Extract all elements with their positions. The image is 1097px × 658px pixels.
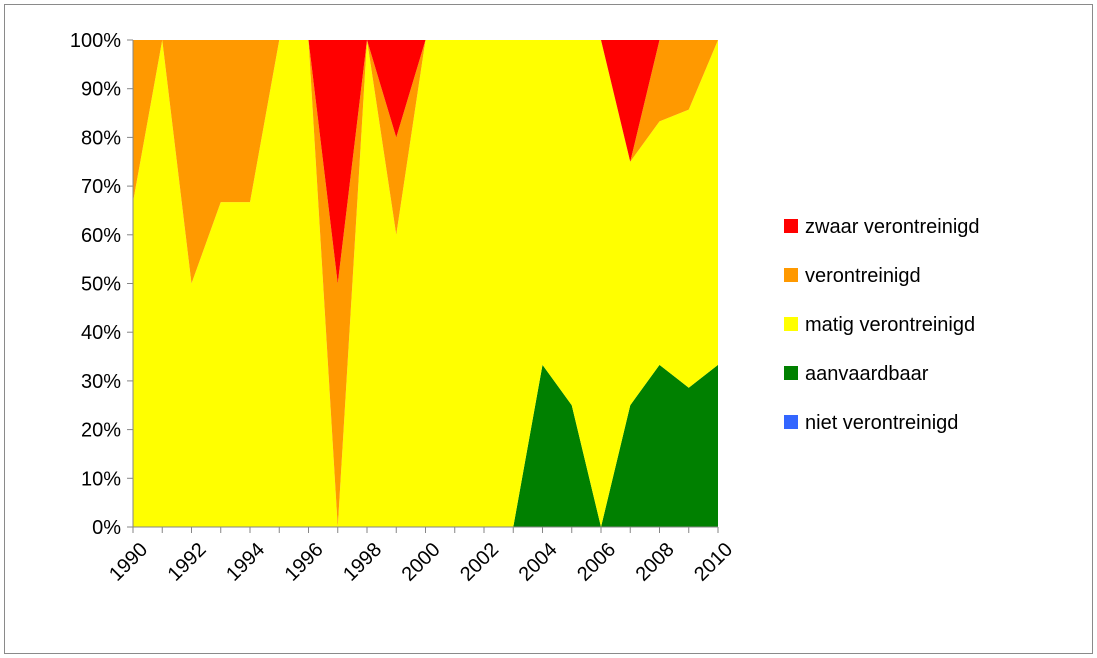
y-tick-label: 20% [81, 420, 121, 442]
area-matig-verontreinigd [133, 40, 718, 527]
y-axis-ticks: 0% 10% 20% 30% 40% 50% 60% 70% 80% 90% 100% [70, 30, 133, 539]
x-tick-label: 1996 [281, 539, 328, 586]
area-aanvaardbaar [133, 364, 718, 527]
y-tick-label: 10% [81, 468, 121, 490]
y-tick-label: 0% [92, 517, 121, 539]
y-tick-label: 90% [81, 79, 121, 101]
y-tick-label: 80% [81, 127, 121, 149]
y-tick-label: 40% [81, 322, 121, 344]
y-tick-label: 60% [81, 225, 121, 247]
legend-swatch [784, 219, 798, 233]
x-tick-label: 2002 [456, 539, 503, 586]
legend: zwaar verontreinigd verontreinigd matig ve… [784, 216, 980, 434]
y-tick-label: 70% [81, 176, 121, 198]
area-verontreinigd [133, 40, 718, 527]
x-tick-label: 1992 [164, 539, 211, 586]
legend-swatch [784, 415, 798, 429]
x-tick-label: 1994 [222, 539, 269, 586]
legend-swatch [784, 366, 798, 380]
legend-label: matig verontreinigd [805, 314, 975, 336]
legend-label: niet verontreinigd [805, 412, 958, 434]
x-tick-label: 1990 [105, 539, 152, 586]
area-series-group [133, 40, 718, 527]
y-tick-label: 30% [81, 371, 121, 393]
x-axis-ticks: 1990 1992 1994 1996 1998 2000 2002 2004 2006 2008… [105, 527, 737, 586]
legend-swatch [784, 268, 798, 282]
legend-label: aanvaardbaar [805, 363, 929, 385]
legend-label: zwaar verontreinigd [805, 216, 980, 238]
x-tick-label: 1998 [339, 539, 386, 586]
x-tick-label: 2008 [632, 539, 679, 586]
x-tick-label: 2004 [515, 539, 562, 586]
y-tick-label: 100% [70, 30, 121, 52]
legend-label: verontreinigd [805, 265, 921, 287]
y-tick-label: 50% [81, 274, 121, 296]
x-tick-label: 2010 [690, 539, 737, 586]
x-tick-label: 2000 [398, 539, 445, 586]
x-tick-label: 2006 [573, 539, 620, 586]
legend-swatch [784, 317, 798, 331]
